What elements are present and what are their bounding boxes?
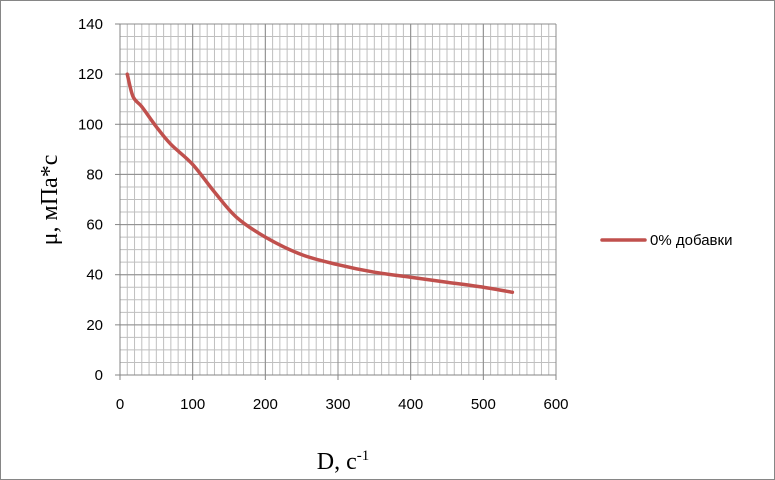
legend-label-0: 0% добавки xyxy=(650,232,732,249)
x-tick-label: 500 xyxy=(471,396,496,413)
y-tick-label: 100 xyxy=(78,116,103,133)
x-tick-label: 400 xyxy=(398,396,423,413)
y-tick-label: 120 xyxy=(78,66,103,83)
series-lines xyxy=(125,72,515,295)
y-tick-label: 60 xyxy=(86,217,103,234)
x-axis-title-superscript: -1 xyxy=(357,448,370,464)
x-axis-title-text: D, с xyxy=(317,449,357,475)
y-tick-label: 140 xyxy=(78,16,103,33)
y-tick-label: 20 xyxy=(86,317,103,334)
series-line-0 xyxy=(125,72,515,295)
x-tick-label: 200 xyxy=(253,396,278,413)
y-axis-title: μ, мПа*с xyxy=(37,155,63,246)
x-tick-label: 300 xyxy=(325,396,350,413)
x-axis-title: D, с-1 xyxy=(317,448,369,475)
y-tick-labels: 0 20 40 60 80 100 120 140 xyxy=(78,16,103,384)
legend: 0% добавки xyxy=(600,232,732,249)
y-tick-label: 80 xyxy=(86,166,103,183)
x-tick-labels: 0 100 200 300 400 500 600 xyxy=(116,396,569,413)
x-tick-label: 600 xyxy=(543,396,568,413)
grid xyxy=(120,23,557,375)
y-tick-label: 0 xyxy=(95,367,103,384)
x-tick-label: 100 xyxy=(180,396,205,413)
x-tick-label: 0 xyxy=(116,396,124,413)
y-tick-label: 40 xyxy=(86,267,103,284)
axes xyxy=(115,23,557,380)
